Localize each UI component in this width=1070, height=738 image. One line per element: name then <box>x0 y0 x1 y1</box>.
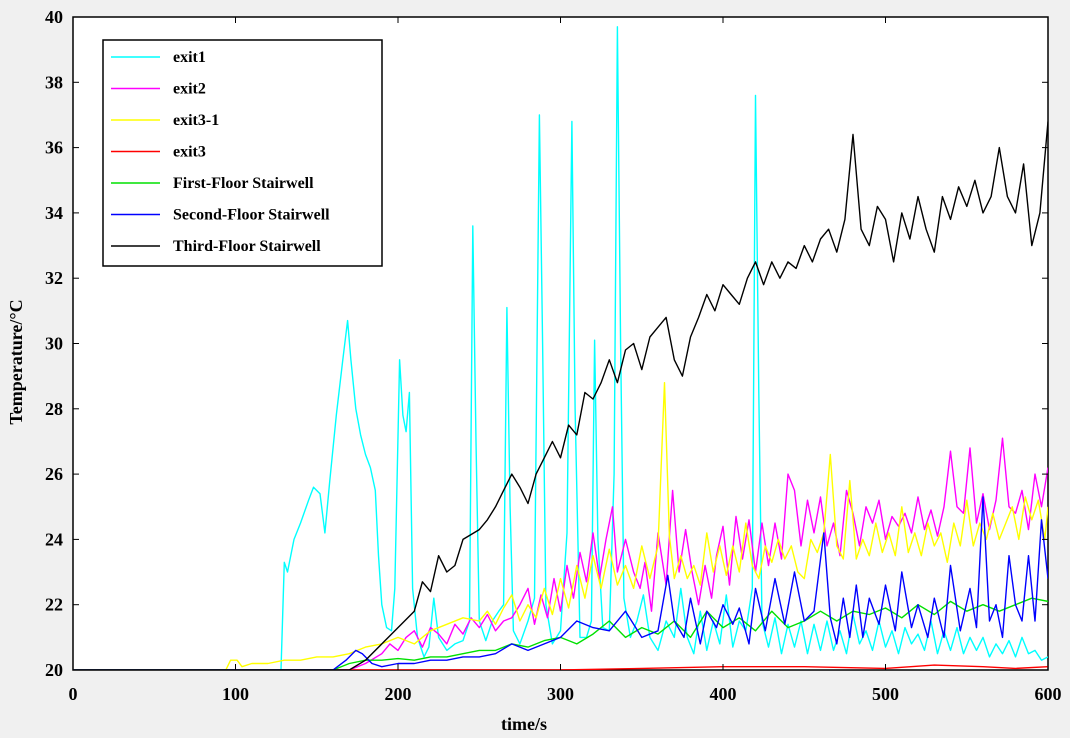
legend-box <box>102 39 383 267</box>
y-tick-label: 22 <box>45 595 63 615</box>
x-tick-label: 600 <box>1035 684 1062 704</box>
y-tick-label: 38 <box>45 72 63 92</box>
y-tick-label: 20 <box>45 660 63 680</box>
y-tick-label: 24 <box>45 529 63 549</box>
x-tick-label: 300 <box>547 684 574 704</box>
series-line-7 <box>73 121 1048 670</box>
x-tick-label: 100 <box>222 684 249 704</box>
legend-label: exit3 <box>173 144 206 161</box>
y-tick-label: 40 <box>45 7 63 27</box>
x-tick-label: 200 <box>385 684 412 704</box>
series-line-2 <box>73 437 1048 670</box>
series-line-1 <box>73 26 1048 670</box>
legend-label: First-Floor Stairwell <box>173 175 314 192</box>
legend-label: exit3-1 <box>173 112 219 129</box>
axes-layer: 0 100 200 300 400 500 600 20 22 24 26 28 30 32 34 36 38 4… <box>45 7 1062 704</box>
series-layer <box>73 26 1048 670</box>
x-tick-label: 400 <box>710 684 737 704</box>
y-tick-label: 32 <box>45 268 63 288</box>
series-line-6 <box>73 496 1048 670</box>
y-tick-label: 26 <box>45 464 63 484</box>
y-tick-label: 30 <box>45 334 63 354</box>
legend-label: exit2 <box>173 81 206 98</box>
series-line-3 <box>73 382 1048 670</box>
x-tick-label: 0 <box>69 684 78 704</box>
y-tick-label: 34 <box>45 203 63 223</box>
y-tick-label: 28 <box>45 399 63 419</box>
y-tick-label: 36 <box>45 138 63 158</box>
legend-label: Third-Floor Stairwell <box>173 238 321 255</box>
x-tick-label: 500 <box>872 684 899 704</box>
legend-label: Second-Floor Stairwell <box>173 207 330 224</box>
legend: exit1 exit2 exit3-1 exit3 First-Floor Stairw… <box>102 39 383 267</box>
series-line-5 <box>73 597 1048 670</box>
legend-label: exit1 <box>173 49 206 66</box>
x-axis-label: time/s <box>501 714 547 734</box>
y-axis-label: Temperature/°C <box>6 299 26 424</box>
